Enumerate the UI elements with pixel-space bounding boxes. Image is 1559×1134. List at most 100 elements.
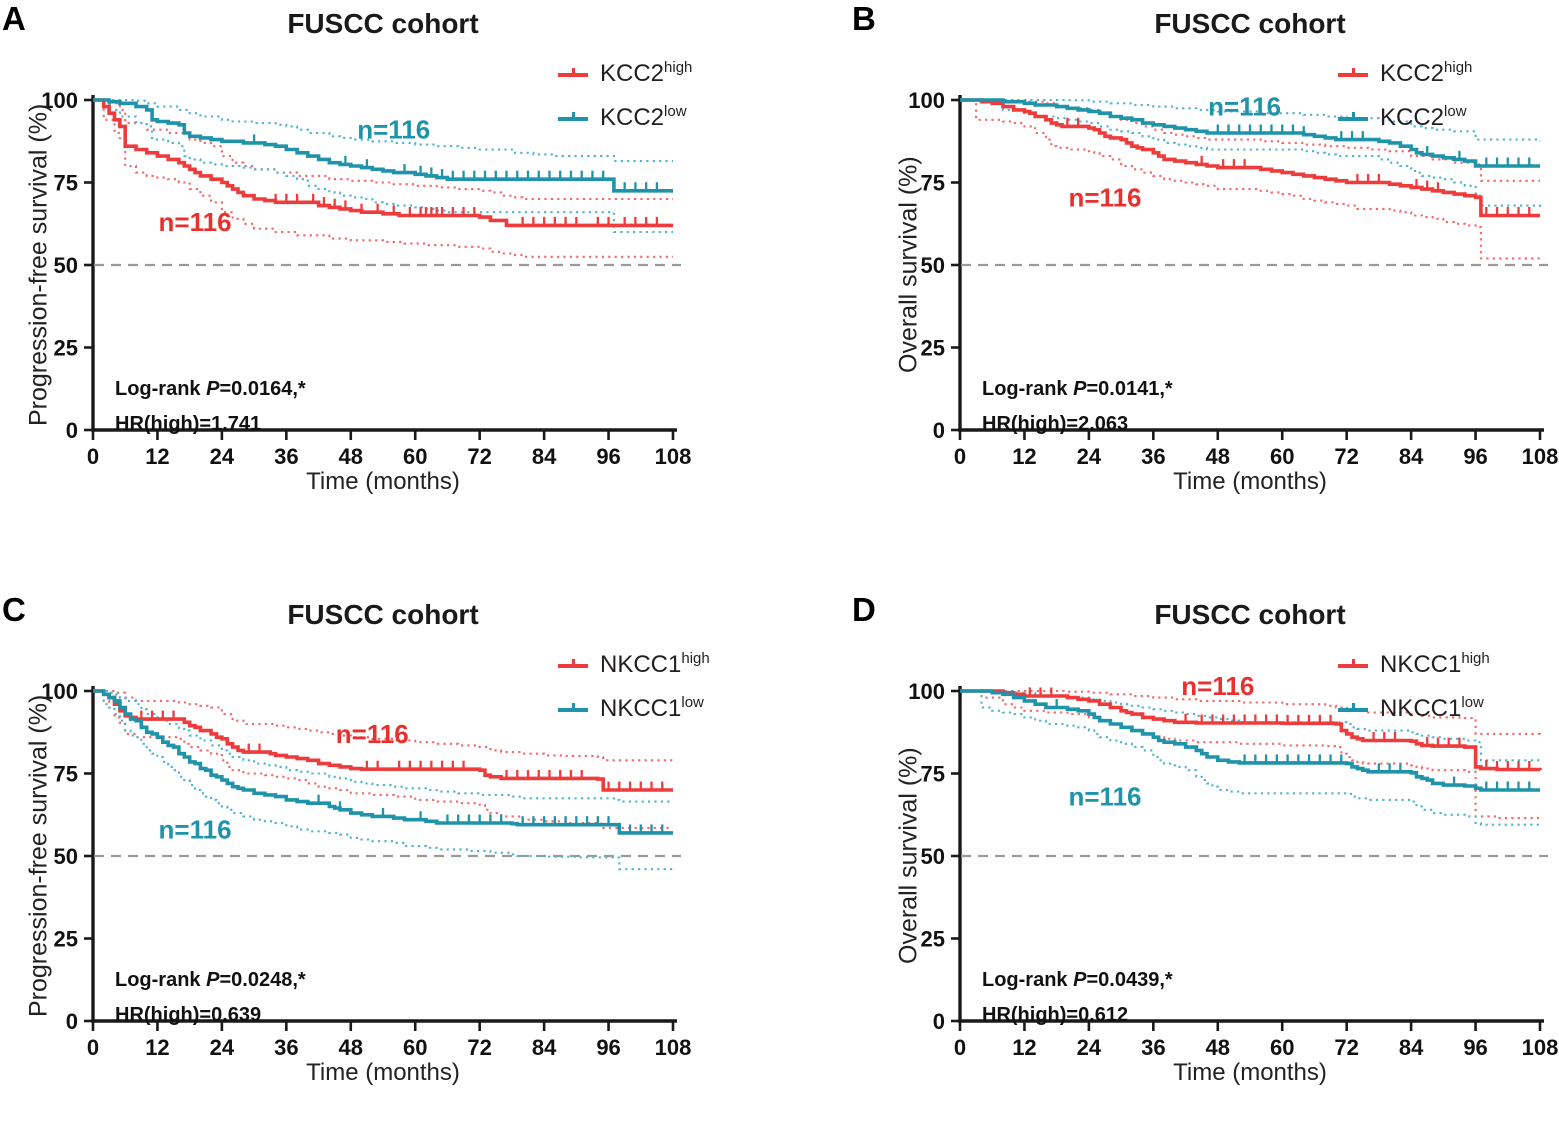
x-tick-label: 12	[1012, 444, 1036, 469]
x-tick-label: 12	[145, 444, 169, 469]
x-tick-label: 0	[87, 1035, 99, 1060]
y-tick-label: 25	[54, 927, 78, 952]
x-tick-label: 108	[655, 1035, 692, 1060]
survival-curve-low	[960, 689, 1540, 792]
stats-annotation: Log-rank P=0.0141,* HR(high)=2.063	[982, 372, 1173, 442]
n-label: n=116	[336, 719, 409, 749]
x-tick-label: 24	[210, 444, 235, 469]
x-tick-label: 96	[596, 1035, 620, 1060]
x-tick-label: 0	[87, 444, 99, 469]
x-tick-label: 96	[1463, 1035, 1487, 1060]
legend-label: NKCC1low	[1380, 694, 1484, 722]
x-tick-label: 84	[1399, 1035, 1424, 1060]
y-tick-label: 100	[41, 679, 78, 704]
x-tick-label: 0	[954, 1035, 966, 1060]
stats-annotation: Log-rank P=0.0439,* HR(high)=0.612	[982, 963, 1173, 1033]
ci-band-low	[960, 98, 1542, 142]
y-axis-label: Overall survival (%)	[894, 156, 923, 374]
panel-letter: D	[852, 591, 876, 628]
km-plot: 0 25 50 75 100 0 12 24 36 48 60 72 84 96 108 n=116 n=116	[908, 88, 1559, 469]
legend-item-low: NKCC1low	[558, 693, 710, 725]
y-tick-label: 100	[908, 88, 945, 113]
x-tick-label: 48	[339, 444, 363, 469]
x-tick-label: 72	[1334, 444, 1358, 469]
axes: 0 25 50 75 100 0 12 24 36 48 60 72 84 96 108	[41, 679, 691, 1060]
x-tick-label: 108	[655, 444, 692, 469]
panel-letter: B	[852, 0, 876, 37]
hr-line: HR(high)=0.639	[115, 1004, 262, 1026]
legend-label: KCC2high	[600, 59, 693, 87]
legend-line-swatch	[1338, 111, 1368, 125]
stats-annotation: Log-rank P=0.0248,* HR(high)=0.639	[115, 963, 306, 1033]
censor-ticks-high	[1066, 117, 1531, 215]
n-label: n=116	[1208, 92, 1281, 122]
censor-ticks-high	[140, 710, 664, 789]
hr-line: HR(high)=0.612	[982, 1004, 1129, 1026]
legend: KCC2high KCC2low	[1338, 58, 1472, 146]
ci-band-low	[93, 98, 673, 234]
panel-title: FUSCC cohort	[1154, 599, 1346, 630]
x-tick-label: 12	[1012, 1035, 1036, 1060]
x-tick-label: 60	[403, 1035, 427, 1060]
y-tick-label: 75	[921, 762, 945, 787]
x-axis-label: Time (months)	[1173, 468, 1327, 495]
x-tick-label: 24	[210, 1035, 235, 1060]
ci-band-low	[93, 98, 673, 163]
panel-title: FUSCC cohort	[287, 8, 479, 39]
survival-curve-high	[960, 689, 1542, 772]
x-tick-label: 72	[467, 444, 491, 469]
ci-band-low	[93, 689, 673, 803]
axes: 0 25 50 75 100 0 12 24 36 48 60 72 84 96 108	[41, 88, 691, 469]
km-plot: 0 25 50 75 100 0 12 24 36 48 60 72 84 96 108 n=116 n=116	[41, 88, 691, 469]
logrank-line: Log-rank P=0.0248,*	[115, 969, 306, 991]
legend-line-swatch	[558, 702, 588, 716]
n-label: n=116	[1068, 182, 1141, 212]
x-tick-label: 0	[954, 444, 966, 469]
x-tick-label: 84	[532, 444, 557, 469]
axes: 0 25 50 75 100 0 12 24 36 48 60 72 84 96 108	[908, 679, 1558, 1060]
x-tick-label: 96	[596, 444, 620, 469]
x-tick-label: 60	[1270, 1035, 1294, 1060]
y-axis-label: Overall survival (%)	[894, 747, 923, 965]
censor-ticks-high	[274, 193, 659, 225]
survival-curve-low	[960, 98, 1540, 168]
x-tick-label: 36	[1141, 1035, 1165, 1060]
x-tick-label: 108	[1522, 1035, 1559, 1060]
panel-title: FUSCC cohort	[287, 599, 479, 630]
x-axis-label: Time (months)	[1173, 1059, 1327, 1086]
y-tick-label: 50	[54, 844, 78, 869]
x-axis-label: Time (months)	[306, 468, 460, 495]
n-label: n=116	[159, 815, 232, 845]
stats-annotation: Log-rank P=0.0164,* HR(high)=1.741	[115, 372, 306, 442]
legend-line-swatch	[558, 111, 588, 125]
x-tick-label: 72	[467, 1035, 491, 1060]
hr-line: HR(high)=2.063	[982, 413, 1129, 435]
y-tick-label: 0	[66, 418, 78, 443]
legend-item-high: KCC2high	[1338, 58, 1472, 90]
x-tick-label: 108	[1522, 444, 1559, 469]
x-tick-label: 12	[145, 1035, 169, 1060]
legend-item-high: NKCC1high	[1338, 649, 1490, 681]
ci-band-high	[960, 689, 1542, 820]
legend-item-low: NKCC1low	[1338, 693, 1490, 725]
y-tick-label: 25	[921, 927, 945, 952]
legend-line-swatch	[1338, 702, 1368, 716]
x-tick-label: 72	[1334, 1035, 1358, 1060]
panel-title: FUSCC cohort	[1154, 8, 1346, 39]
legend: NKCC1high NKCC1low	[558, 649, 710, 737]
legend-item-high: NKCC1high	[558, 649, 710, 681]
x-tick-label: 48	[1206, 1035, 1230, 1060]
legend-label: KCC2high	[1380, 59, 1473, 87]
x-tick-label: 36	[274, 1035, 298, 1060]
legend-item-high: KCC2high	[558, 58, 692, 90]
legend-label: NKCC1high	[1380, 650, 1490, 678]
y-tick-label: 75	[54, 171, 78, 196]
ci-band-high	[960, 689, 1542, 736]
censor-ticks-low	[317, 794, 664, 832]
censor-ticks-low	[1216, 124, 1531, 165]
y-tick-label: 100	[41, 88, 78, 113]
y-tick-label: 0	[933, 418, 945, 443]
logrank-line: Log-rank P=0.0164,*	[115, 378, 306, 400]
ci-band-low	[960, 98, 1542, 208]
y-tick-label: 50	[921, 844, 945, 869]
